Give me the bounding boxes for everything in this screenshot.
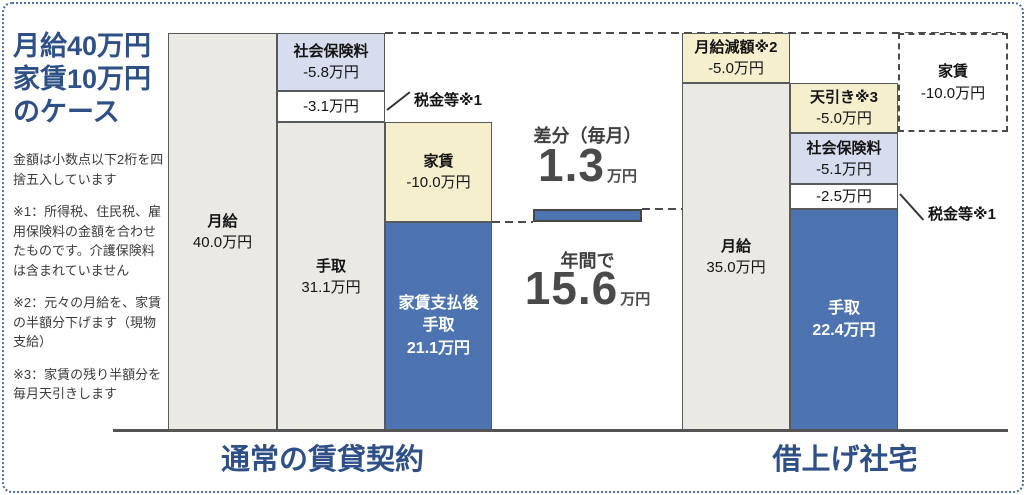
right-social-insurance-value: -5.1万円	[816, 160, 872, 178]
right-rent-value: -10.0万円	[920, 84, 986, 102]
x-axis-baseline	[113, 429, 1008, 432]
right-tax-value: -2.5万円	[816, 188, 872, 205]
left-bar-takehome: 手取 31.1万円	[277, 122, 385, 431]
left-takehome-label: 手取	[315, 257, 346, 275]
case-title: 月給40万円 家賃10万円 のケース	[13, 31, 152, 127]
difference-bar	[533, 209, 642, 222]
left-segment-tax: -3.1万円	[277, 91, 385, 122]
left-salary-value: 40.0万円	[192, 234, 253, 251]
note-rounding: 金額は小数点以下2桁を四捨五入しています	[13, 152, 164, 187]
difference-monthly-number: 1.3 万円	[500, 140, 675, 191]
difference-annual-number: 15.6 万円	[500, 263, 675, 314]
right-tax-callout-label: 税金等※1	[928, 206, 996, 223]
left-social-insurance-value: -5.8万円	[303, 64, 359, 81]
left-tax-value: -3.1万円	[303, 98, 359, 115]
right-salary-reduction-value: -5.0万円	[708, 60, 764, 77]
right-segment-social-insurance: 社会保険料 -5.1万円	[790, 133, 898, 184]
left-segment-rent: 家賃 -10.0万円	[385, 122, 492, 222]
difference-monthly-unit: 万円	[606, 168, 637, 185]
note-asterisk-3: ※3：家賃の残り半額分を毎月天引きします	[13, 366, 162, 402]
right-tax-callout-line	[899, 193, 925, 221]
difference-monthly-value: 1.3	[538, 139, 605, 191]
note-asterisk-1: ※1：所得税、住民税、雇用保険料の金額を合わせたものです。介護保険料は含まれてい…	[13, 204, 162, 278]
right-segment-tax: -2.5万円	[790, 184, 898, 209]
left-segment-social-insurance: 社会保険料 -5.8万円	[277, 33, 385, 91]
difference-annual-value: 15.6	[524, 262, 619, 314]
right-payroll-deduction-label: 天引き※3	[810, 89, 878, 106]
dashed-line-left-takehome-level	[492, 221, 533, 223]
left-rent-label: 家賃	[423, 153, 454, 170]
right-rent-label: 家賃	[937, 62, 968, 80]
left-axis-title: 通常の賃貸契約	[220, 444, 424, 476]
left-tax-callout-label: 税金等※1	[414, 92, 482, 109]
left-bar-salary: 月給 40.0万円	[168, 33, 277, 431]
footnotes: 金額は小数点以下2桁を四捨五入しています ※1：所得税、住民税、雇用保険料の金額…	[13, 150, 166, 417]
right-takehome-label: 手取	[827, 299, 860, 317]
left-takehome-value: 31.1万円	[301, 278, 361, 296]
left-tax-callout-line	[386, 91, 411, 111]
difference-monthly-label: 差分（毎月）	[533, 126, 642, 146]
right-axis-title: 借上げ社宅	[772, 444, 918, 476]
left-salary-label: 月給	[207, 213, 238, 230]
right-bar-salary: 月給 35.0万円	[682, 83, 790, 431]
note-asterisk-2: ※2：元々の月給を、家賃の半額分下げます（現物支給）	[13, 295, 162, 349]
left-bar-takehome-after-rent: 家賃支払後 手取 21.1万円	[385, 222, 492, 431]
right-salary-reduction-label: 月給減額※2	[694, 39, 778, 56]
right-salary-label: 月給	[720, 238, 751, 255]
right-social-insurance-label: 社会保険料	[806, 139, 882, 157]
difference-annual-unit: 万円	[620, 291, 651, 308]
left-takehome-after-rent-label: 家賃支払後 手取 21.1万円	[398, 294, 479, 357]
right-salary-value: 35.0万円	[706, 259, 766, 276]
right-segment-payroll-deduction: 天引き※3 -5.0万円	[790, 83, 898, 133]
right-segment-salary-reduction: 月給減額※2 -5.0万円	[682, 33, 790, 83]
left-social-insurance-label: 社会保険料	[293, 43, 369, 60]
right-payroll-deduction-value: -5.0万円	[816, 110, 872, 127]
right-bar-takehome: 手取 22.4万円	[790, 209, 898, 431]
right-takehome-value: 22.4万円	[812, 322, 876, 339]
right-dashed-box-rent: 家賃 -10.0万円	[898, 33, 1008, 132]
difference-annual-label: 年間で	[560, 251, 615, 271]
left-rent-value: -10.0万円	[406, 174, 471, 191]
